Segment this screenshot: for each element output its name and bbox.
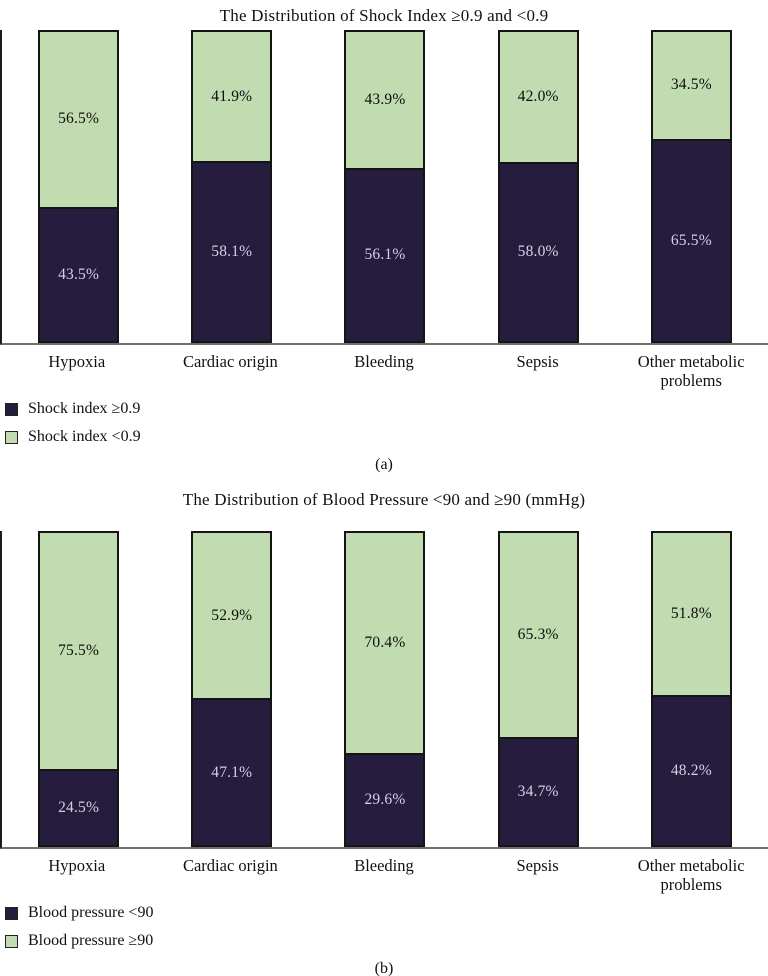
category-label-bleeding: Bleeding	[354, 352, 414, 371]
segment-blood-pressure-90: 51.8%	[652, 533, 730, 695]
bar-slot-cardiac-origin: 52.9% 47.1%	[155, 531, 308, 847]
stacked-bar-hypoxia: 75.5% 24.5%	[38, 531, 120, 847]
chart-b-plot-area: 75.5% 24.5% 52.9% 47.1% 70.4% 29.6% 65.3% 34.7%…	[0, 531, 768, 849]
category-label-hypoxia: Hypoxia	[48, 352, 106, 371]
legend-item-shock-index-0-9: Shock index ≥0.9	[5, 399, 768, 419]
stacked-bar-sepsis: 65.3% 34.7%	[497, 531, 579, 847]
segment-value-label: 65.5%	[670, 231, 712, 249]
legend-item-shock-index-0-9: Shock index <0.9	[5, 427, 768, 447]
segment-value-label: 56.1%	[364, 246, 406, 264]
segment-shock-index-0-9: 34.5%	[652, 32, 730, 139]
legend-item-blood-pressure-90: Blood pressure ≥90	[5, 931, 768, 951]
segment-value-label: 43.9%	[364, 90, 406, 108]
category-label-sepsis: Sepsis	[516, 856, 559, 875]
bar-slot-hypoxia: 56.5% 43.5%	[2, 30, 155, 343]
segment-shock-index-0-9: 43.9%	[346, 32, 424, 168]
bar-slot-other-metabolic-problems: 34.5% 65.5%	[615, 30, 768, 343]
segment-value-label: 43.5%	[58, 265, 100, 283]
segment-value-label: 47.1%	[211, 763, 253, 781]
stacked-bar-bleeding: 70.4% 29.6%	[344, 531, 426, 847]
segment-blood-pressure-90: 34.7%	[499, 736, 577, 845]
segment-value-label: 52.9%	[211, 606, 253, 624]
category-label-other-metabolic-problems: Other metabolic problems	[637, 856, 745, 895]
segment-shock-index-0-9: 65.5%	[652, 138, 730, 341]
segment-value-label: 70.4%	[364, 633, 406, 651]
legend-item-label: Blood pressure <90	[28, 904, 154, 921]
segment-blood-pressure-90: 47.1%	[193, 698, 271, 845]
chart-b-legend: Blood pressure <90 Blood pressure ≥90	[0, 903, 768, 951]
legend-item-label: Shock index <0.9	[28, 428, 141, 445]
bar-slot-sepsis: 42.0% 58.0%	[462, 30, 615, 343]
segment-value-label: 51.8%	[670, 604, 712, 622]
chart-a-plot-area: 56.5% 43.5% 41.9% 58.1% 43.9% 56.1% 42.0% 58.0%…	[0, 30, 768, 345]
legend-swatch-icon	[5, 430, 18, 444]
category-label-cardiac-origin: Cardiac origin	[182, 856, 278, 875]
bar-slot-bleeding: 43.9% 56.1%	[308, 30, 461, 343]
segment-shock-index-0-9: 43.5%	[40, 206, 118, 341]
category-label-other-metabolic-problems: Other metabolic problems	[637, 352, 745, 391]
stacked-bar-cardiac-origin: 41.9% 58.1%	[191, 30, 273, 343]
segment-value-label: 34.7%	[517, 782, 559, 800]
segment-shock-index-0-9: 56.1%	[346, 167, 424, 341]
bar-slot-sepsis: 65.3% 34.7%	[462, 531, 615, 847]
stacked-bar-hypoxia: 56.5% 43.5%	[38, 30, 120, 343]
bar-slot-hypoxia: 75.5% 24.5%	[2, 531, 155, 847]
stacked-bar-cardiac-origin: 52.9% 47.1%	[191, 531, 273, 847]
chart-a-legend: Shock index ≥0.9 Shock index <0.9	[0, 399, 768, 447]
category-label-bleeding: Bleeding	[354, 856, 414, 875]
segment-blood-pressure-90: 52.9%	[193, 533, 271, 699]
chart-b-title: The Distribution of Blood Pressure <90 a…	[182, 490, 586, 509]
segment-value-label: 48.2%	[670, 761, 712, 779]
stacked-bar-other-metabolic-problems: 51.8% 48.2%	[650, 531, 732, 847]
segment-value-label: 75.5%	[58, 641, 100, 659]
segment-shock-index-0-9: 58.1%	[193, 161, 271, 341]
category-label-cardiac-origin: Cardiac origin	[182, 352, 278, 371]
category-label-sepsis: Sepsis	[516, 352, 559, 371]
segment-shock-index-0-9: 42.0%	[499, 32, 577, 162]
segment-blood-pressure-90: 48.2%	[652, 694, 730, 845]
legend-swatch-icon	[5, 402, 18, 416]
bar-slot-other-metabolic-problems: 51.8% 48.2%	[615, 531, 768, 847]
segment-blood-pressure-90: 24.5%	[40, 768, 118, 845]
category-label-hypoxia: Hypoxia	[48, 856, 106, 875]
segment-shock-index-0-9: 58.0%	[499, 161, 577, 341]
panel-a-label: (a)	[375, 456, 393, 473]
segment-value-label: 58.1%	[211, 243, 253, 261]
segment-value-label: 42.0%	[517, 87, 559, 105]
segment-value-label: 24.5%	[58, 798, 100, 816]
segment-value-label: 65.3%	[517, 625, 559, 643]
legend-item-label: Shock index ≥0.9	[28, 400, 141, 417]
stacked-bar-bleeding: 43.9% 56.1%	[344, 30, 426, 343]
bar-slot-bleeding: 70.4% 29.6%	[308, 531, 461, 847]
segment-value-label: 58.0%	[517, 243, 559, 261]
panel-b-label: (b)	[374, 960, 394, 976]
stacked-bar-other-metabolic-problems: 34.5% 65.5%	[650, 30, 732, 343]
legend-item-label: Blood pressure ≥90	[28, 932, 154, 949]
chart-a-category-axis: Hypoxia Cardiac origin Bleeding Sepsis Other…	[0, 345, 768, 391]
segment-blood-pressure-90: 65.3%	[499, 533, 577, 737]
segment-blood-pressure-90: 70.4%	[346, 533, 424, 753]
chart-a-title: The Distribution of Shock Index ≥0.9 and…	[219, 6, 549, 25]
segment-shock-index-0-9: 56.5%	[40, 32, 118, 207]
legend-swatch-icon	[5, 934, 18, 948]
legend-item-blood-pressure-90: Blood pressure <90	[5, 903, 768, 923]
segment-value-label: 56.5%	[58, 110, 100, 128]
chart-b-category-axis: Hypoxia Cardiac origin Bleeding Sepsis Other…	[0, 849, 768, 895]
segment-value-label: 41.9%	[211, 87, 253, 105]
segment-blood-pressure-90: 75.5%	[40, 533, 118, 769]
segment-blood-pressure-90: 29.6%	[346, 752, 424, 845]
segment-value-label: 34.5%	[670, 76, 712, 94]
legend-swatch-icon	[5, 906, 18, 920]
stacked-bar-sepsis: 42.0% 58.0%	[497, 30, 579, 343]
segment-value-label: 29.6%	[364, 790, 406, 808]
bar-slot-cardiac-origin: 41.9% 58.1%	[155, 30, 308, 343]
segment-shock-index-0-9: 41.9%	[193, 32, 271, 162]
